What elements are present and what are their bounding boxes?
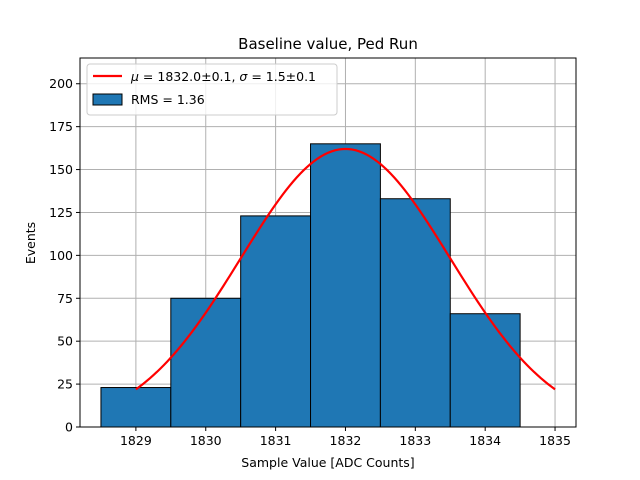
legend-histogram-patch <box>92 93 123 106</box>
y-tick-label: 125 <box>49 205 73 220</box>
x-tick-label: 1832 <box>330 433 362 448</box>
x-tick-label: 1834 <box>469 433 501 448</box>
histogram-bar <box>240 215 312 428</box>
y-tick-label: 150 <box>49 162 73 177</box>
y-tick-label: 75 <box>57 291 73 306</box>
y-tick-label: 200 <box>49 76 73 91</box>
y-tick-label: 100 <box>49 248 73 263</box>
x-axis-ticks: 1829 1830 1831 1832 1833 1834 1835 <box>120 427 571 448</box>
x-tick-label: 1833 <box>399 433 431 448</box>
y-tick-label: 175 <box>49 119 73 134</box>
x-tick-label: 1835 <box>539 433 571 448</box>
y-tick-label: 0 <box>65 420 73 435</box>
y-axis-label: Events <box>23 222 38 264</box>
x-tick-label: 1831 <box>260 433 292 448</box>
y-axis-ticks: 0 25 50 75 100 125 150 175 200 <box>49 76 80 435</box>
histogram-bar <box>100 387 172 428</box>
histogram-bar <box>449 313 521 428</box>
gaussian-fit <box>135 147 556 391</box>
y-tick-label: 50 <box>57 334 73 349</box>
plot-frame <box>79 57 577 428</box>
histogram-bar <box>379 198 451 428</box>
histogram-bar <box>170 297 242 428</box>
legend-histogram-label: RMS = 1.36 <box>131 92 205 107</box>
legend-fit-label: μ = 1832.0±0.1, σ = 1.5±0.1 <box>130 69 316 84</box>
fit-curve <box>135 147 556 391</box>
legend-box <box>86 63 338 116</box>
histogram-bars <box>100 143 521 428</box>
histogram-bar <box>310 143 381 428</box>
y-tick-label: 25 <box>57 377 73 392</box>
x-axis-label: Sample Value [ADC Counts] <box>241 455 414 470</box>
legend: μ = 1832.0±0.1, σ = 1.5±0.1 RMS = 1.36 <box>86 63 338 116</box>
chart-title: Baseline value, Ped Run <box>238 35 418 53</box>
x-tick-label: 1829 <box>120 433 152 448</box>
x-tick-label: 1830 <box>190 433 222 448</box>
